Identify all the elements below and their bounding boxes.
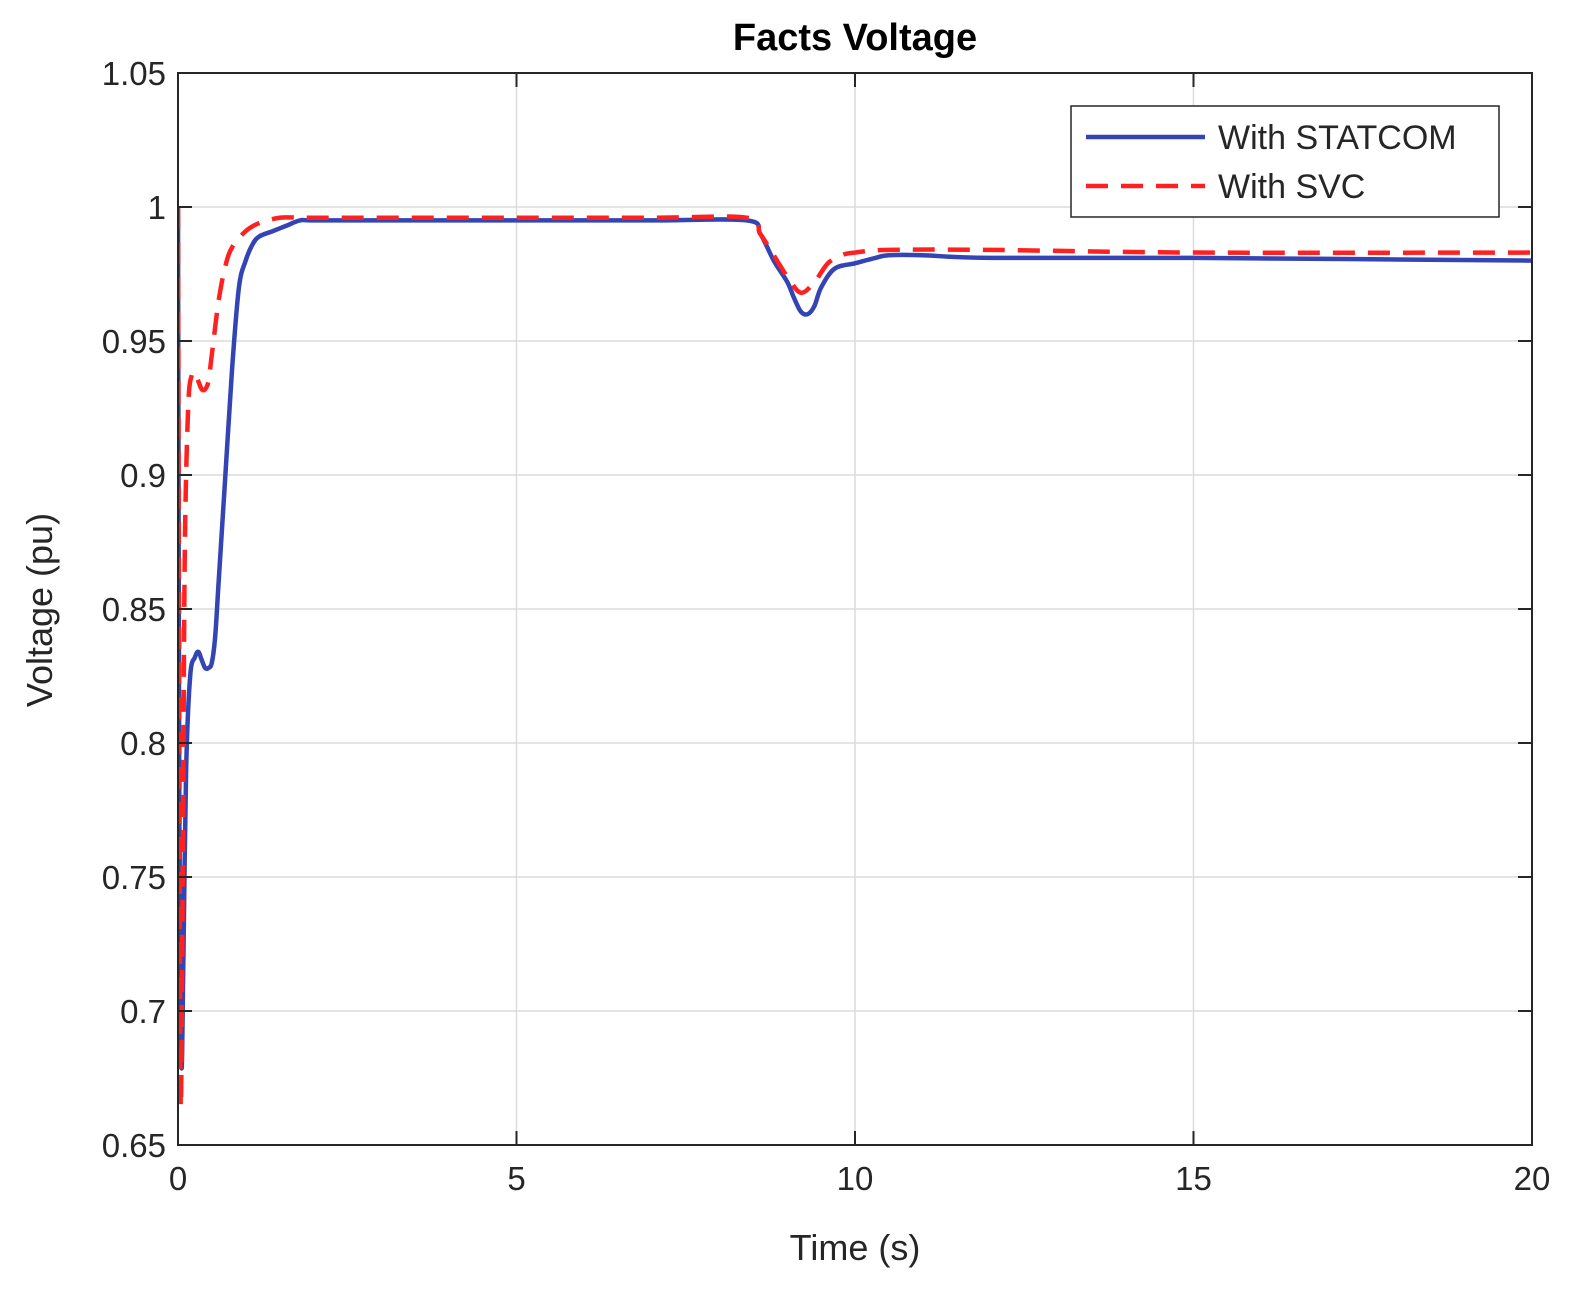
axis-ticks bbox=[177, 72, 1533, 1146]
legend-box bbox=[1070, 105, 1500, 218]
x-axis-label: Time (s) bbox=[790, 1227, 921, 1268]
y-tick-label: 0.75 bbox=[102, 859, 166, 896]
legend-label-svc: With SVC bbox=[1218, 168, 1365, 206]
legend: With STATCOM With SVC bbox=[1070, 105, 1500, 218]
y-tick-label: 1.05 bbox=[102, 55, 166, 92]
y-tick-label: 0.9 bbox=[120, 457, 166, 494]
y-tick-label: 0.7 bbox=[120, 993, 166, 1030]
x-tick-label: 5 bbox=[507, 1160, 525, 1197]
x-tick-label: 15 bbox=[1175, 1160, 1212, 1197]
series-layer bbox=[178, 206, 1532, 1110]
x-tick-labels: 0 5 10 15 20 bbox=[169, 1160, 1551, 1197]
y-axis-label: Voltage (pu) bbox=[19, 513, 60, 707]
y-tick-label: 0.8 bbox=[120, 725, 166, 762]
legend-label-statcom: With STATCOM bbox=[1218, 119, 1457, 157]
series-line-statcom bbox=[178, 206, 1532, 1071]
y-tick-labels: 0.65 0.7 0.75 0.8 0.85 0.9 0.95 1 1.05 bbox=[102, 55, 166, 1164]
y-tick-label: 0.65 bbox=[102, 1127, 166, 1164]
x-tick-label: 0 bbox=[169, 1160, 187, 1197]
y-tick-label: 0.85 bbox=[102, 591, 166, 628]
x-tick-label: 10 bbox=[837, 1160, 874, 1197]
y-tick-label: 0.95 bbox=[102, 323, 166, 360]
x-tick-label: 20 bbox=[1514, 1160, 1551, 1197]
y-tick-label: 1 bbox=[148, 189, 166, 226]
series-line-svc bbox=[178, 206, 1532, 1110]
chart-title: Facts Voltage bbox=[733, 17, 977, 59]
